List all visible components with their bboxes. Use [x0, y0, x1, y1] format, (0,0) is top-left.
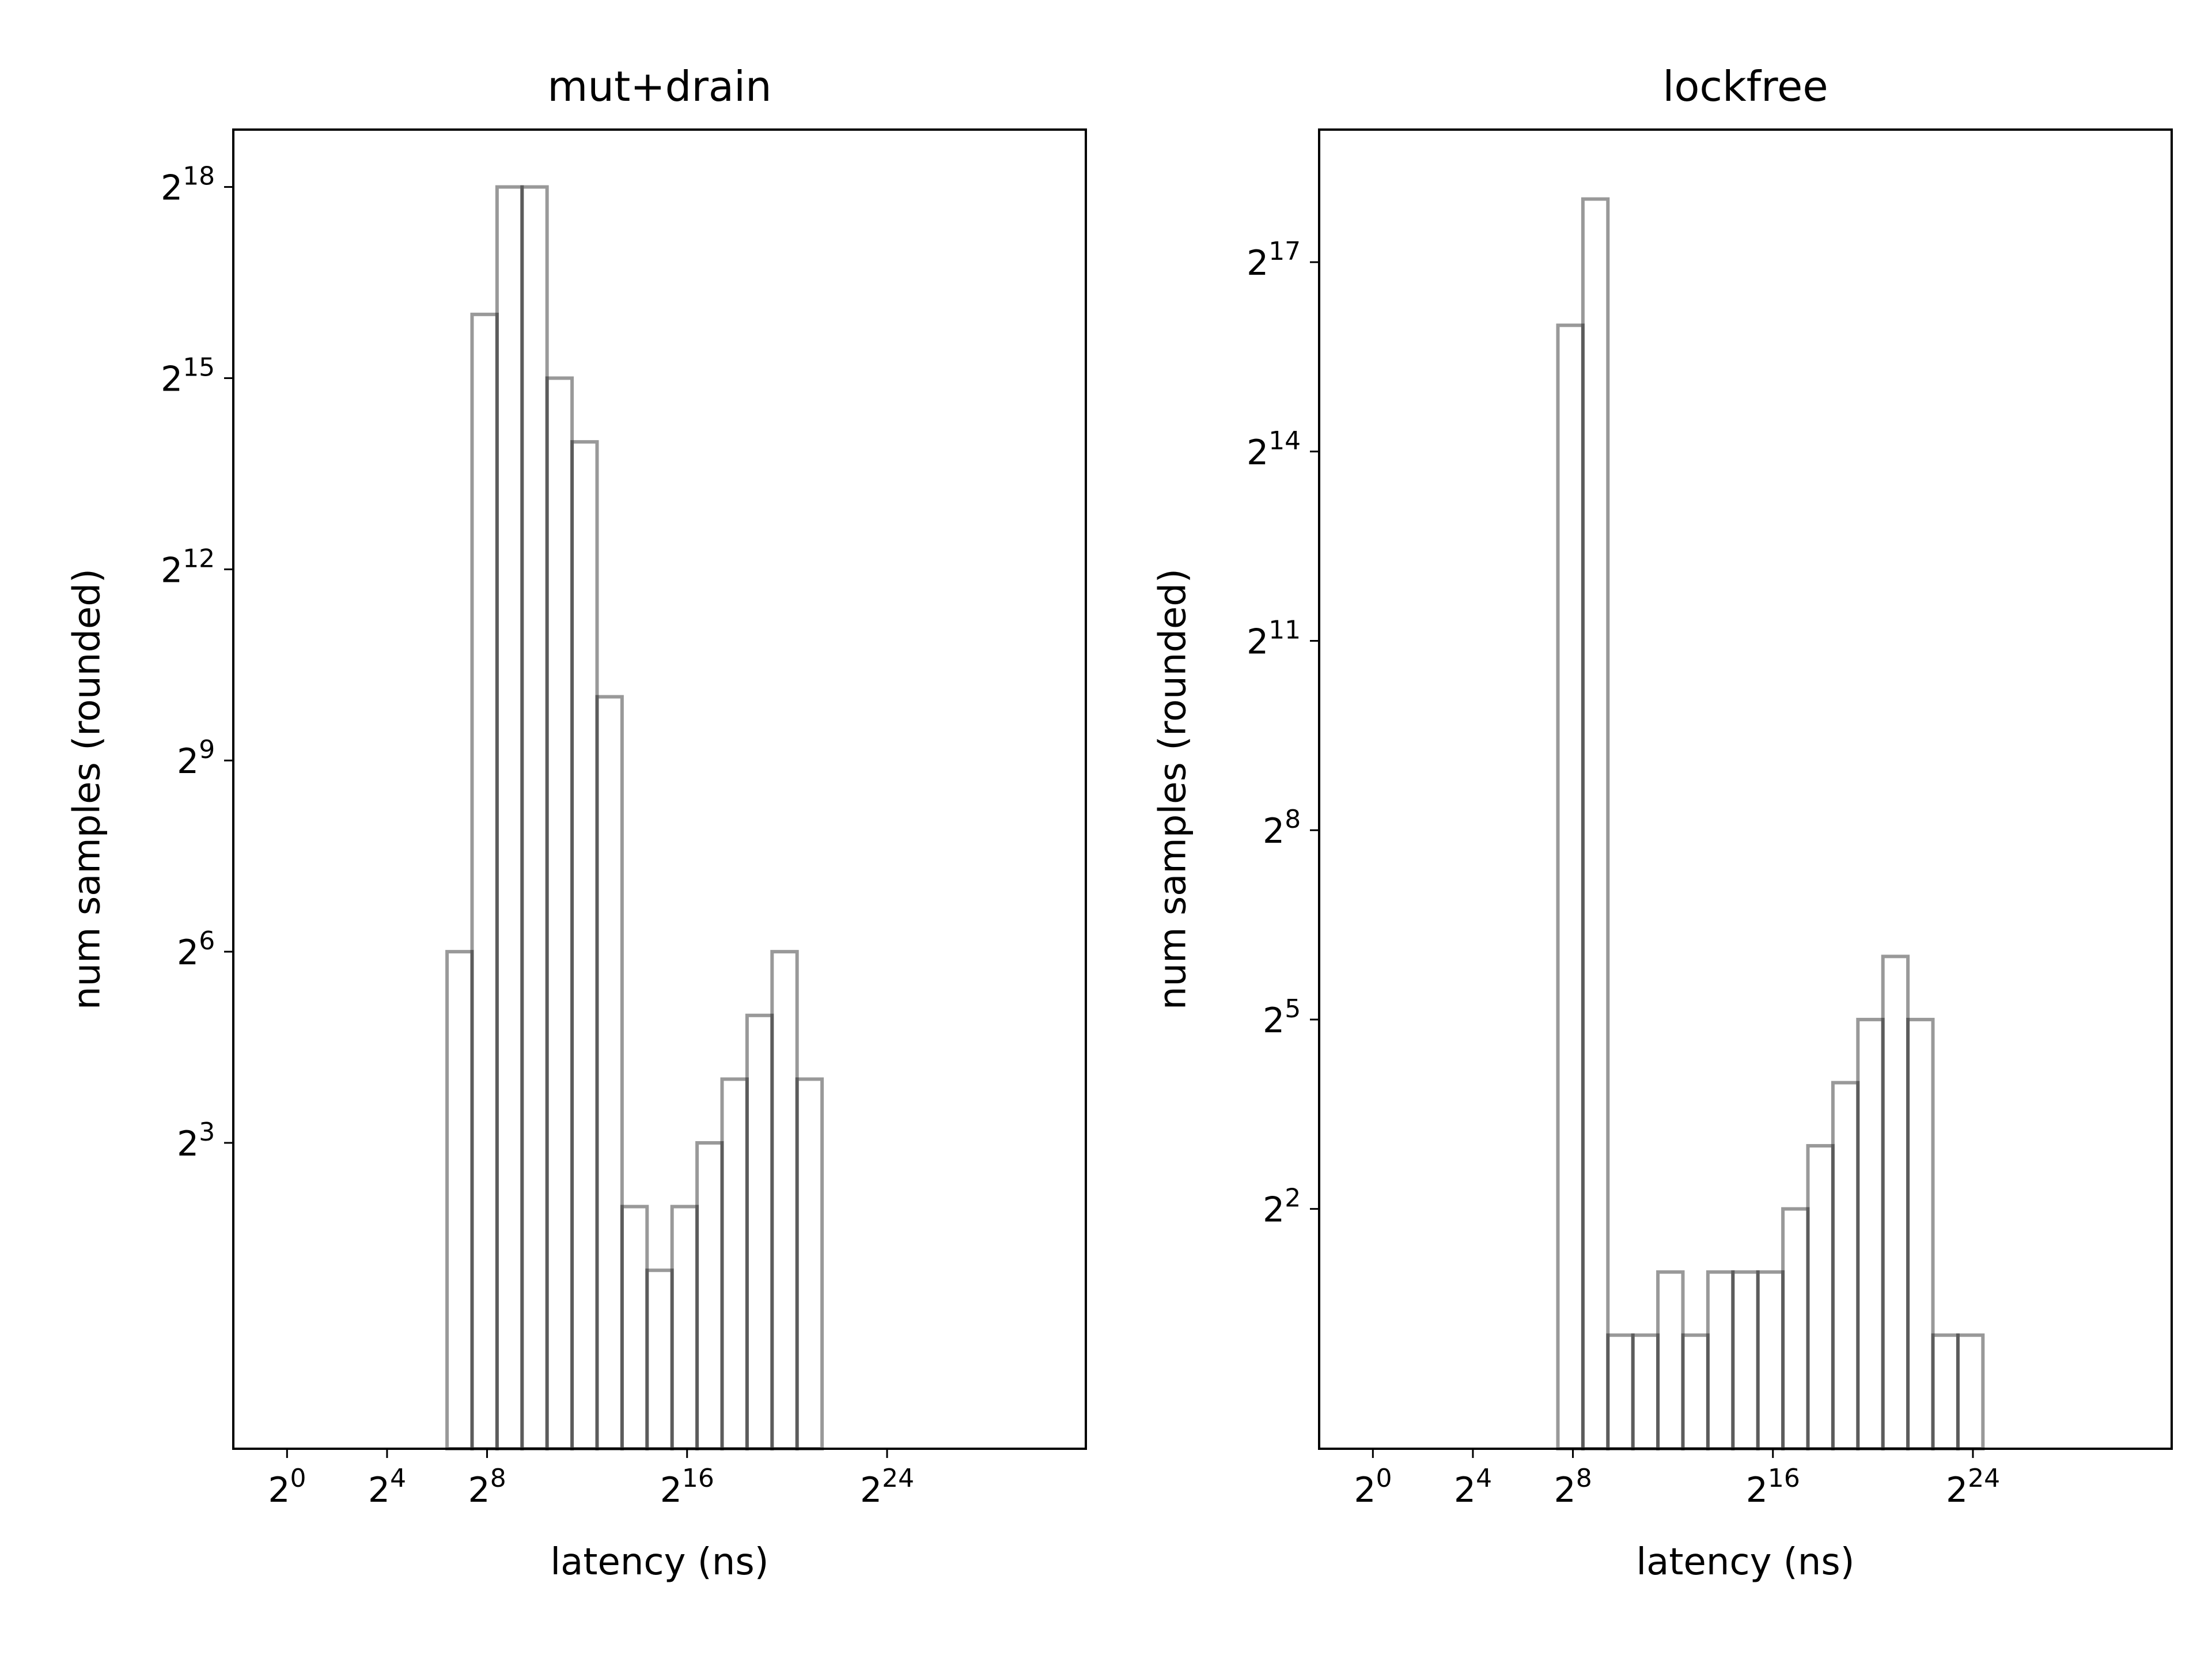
- x-tick-label: 216: [1746, 1464, 1800, 1510]
- x-tick-label: 24: [368, 1464, 406, 1510]
- x-axis-ticks: 20 24 28 216 224: [268, 1449, 914, 1510]
- y-tick-label: 214: [1247, 426, 1301, 473]
- y-tick-label: 22: [1263, 1184, 1301, 1230]
- y-axis-label: num samples (rounded): [66, 569, 109, 1010]
- x-tick-label: 216: [660, 1464, 714, 1510]
- y-axis-ticks: 22 25 28 211 214 217: [1247, 237, 1319, 1230]
- y-tick-label: 26: [177, 926, 215, 973]
- x-tick-label: 224: [860, 1464, 914, 1510]
- x-tick-label: 24: [1454, 1464, 1492, 1510]
- chart-panel-lockfree: 20 24 28 216 224 22 25 28 211 214 217 lockfree la…: [1152, 62, 2173, 1584]
- y-tick-label: 211: [1247, 616, 1301, 662]
- plot-frame: [1318, 128, 2173, 1450]
- x-axis-ticks: 20 24 28 216 224: [1354, 1449, 2000, 1510]
- x-axis-label: latency (ns): [550, 1541, 768, 1584]
- chart-title: lockfree: [1662, 62, 1828, 111]
- y-tick-label: 23: [177, 1118, 215, 1164]
- y-tick-label: 217: [1247, 237, 1301, 283]
- y-axis-label: num samples (rounded): [1152, 569, 1195, 1010]
- x-tick-label: 28: [468, 1464, 506, 1510]
- plot-frame: [232, 128, 1087, 1450]
- x-tick-label: 20: [1354, 1464, 1392, 1510]
- y-tick-label: 212: [161, 544, 215, 590]
- y-axis-ticks: 23 26 29 212 215 218: [161, 162, 233, 1164]
- x-tick-label: 224: [1946, 1464, 2000, 1510]
- y-tick-label: 29: [177, 735, 215, 782]
- chart-panel-mut-drain: 20 24 28 216 224 23 26 29 212 215 218 mut+drain l…: [66, 62, 1087, 1584]
- y-tick-label: 28: [1263, 805, 1301, 851]
- chart-title: mut+drain: [547, 62, 771, 111]
- x-axis-label: latency (ns): [1636, 1541, 1854, 1584]
- y-tick-label: 215: [161, 353, 215, 399]
- y-tick-label: 25: [1263, 994, 1301, 1041]
- x-tick-label: 20: [268, 1464, 306, 1510]
- x-tick-label: 28: [1554, 1464, 1592, 1510]
- y-tick-label: 218: [161, 162, 215, 209]
